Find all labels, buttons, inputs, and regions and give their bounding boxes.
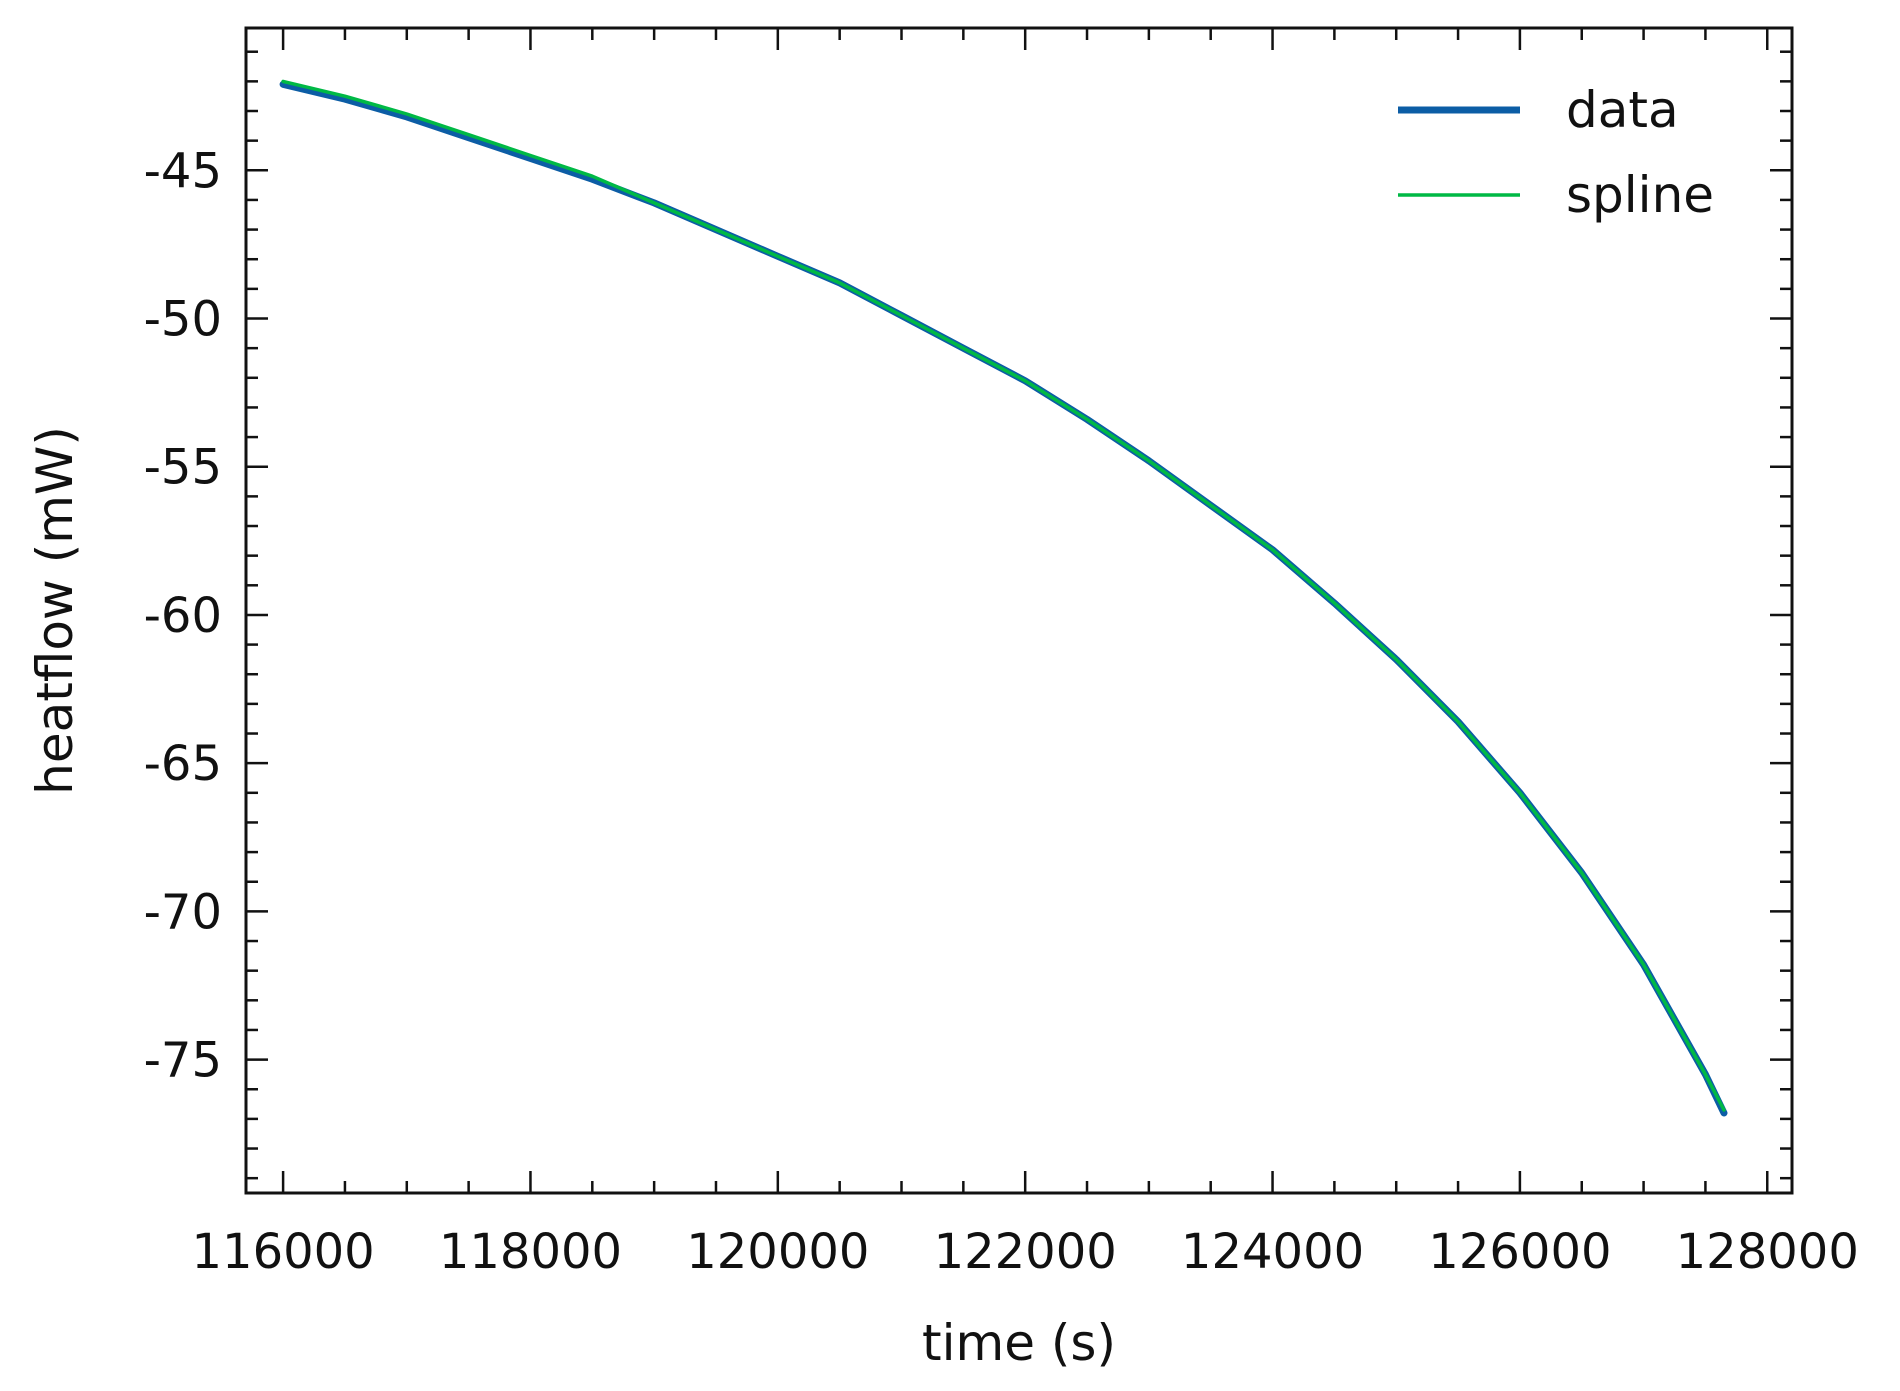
legend-label-data: data xyxy=(1566,81,1679,139)
y-tick-label: -55 xyxy=(144,440,222,496)
series-lines xyxy=(279,79,1728,1117)
tick-labels: 116000 118000 120000 122000 124000 126000 1280… xyxy=(144,143,1859,1280)
x-tick-label: 120000 xyxy=(686,1224,869,1280)
series-line-spline xyxy=(281,79,1726,1112)
x-tick-label: 128000 xyxy=(1676,1224,1859,1280)
x-axis-label: time (s) xyxy=(922,1314,1116,1372)
plot-frame xyxy=(244,26,1794,1195)
legend: data spline xyxy=(1398,81,1714,224)
legend-label-spline: spline xyxy=(1566,166,1714,224)
x-tick-label: 116000 xyxy=(191,1224,374,1280)
y-tick-label: -70 xyxy=(144,884,222,940)
ticks-layer xyxy=(246,28,1792,1193)
y-axis-label: heatflow (mW) xyxy=(26,426,84,795)
x-tick-label: 124000 xyxy=(1181,1224,1364,1280)
y-tick-label: -65 xyxy=(144,736,222,792)
x-tick-label: 126000 xyxy=(1428,1224,1611,1280)
y-tick-label: -45 xyxy=(144,143,222,199)
x-tick-label: 122000 xyxy=(934,1224,1117,1280)
y-tick-label: -50 xyxy=(144,292,222,348)
y-tick-label: -60 xyxy=(144,588,222,644)
y-tick-label: -75 xyxy=(144,1033,222,1089)
x-tick-label: 118000 xyxy=(439,1224,622,1280)
